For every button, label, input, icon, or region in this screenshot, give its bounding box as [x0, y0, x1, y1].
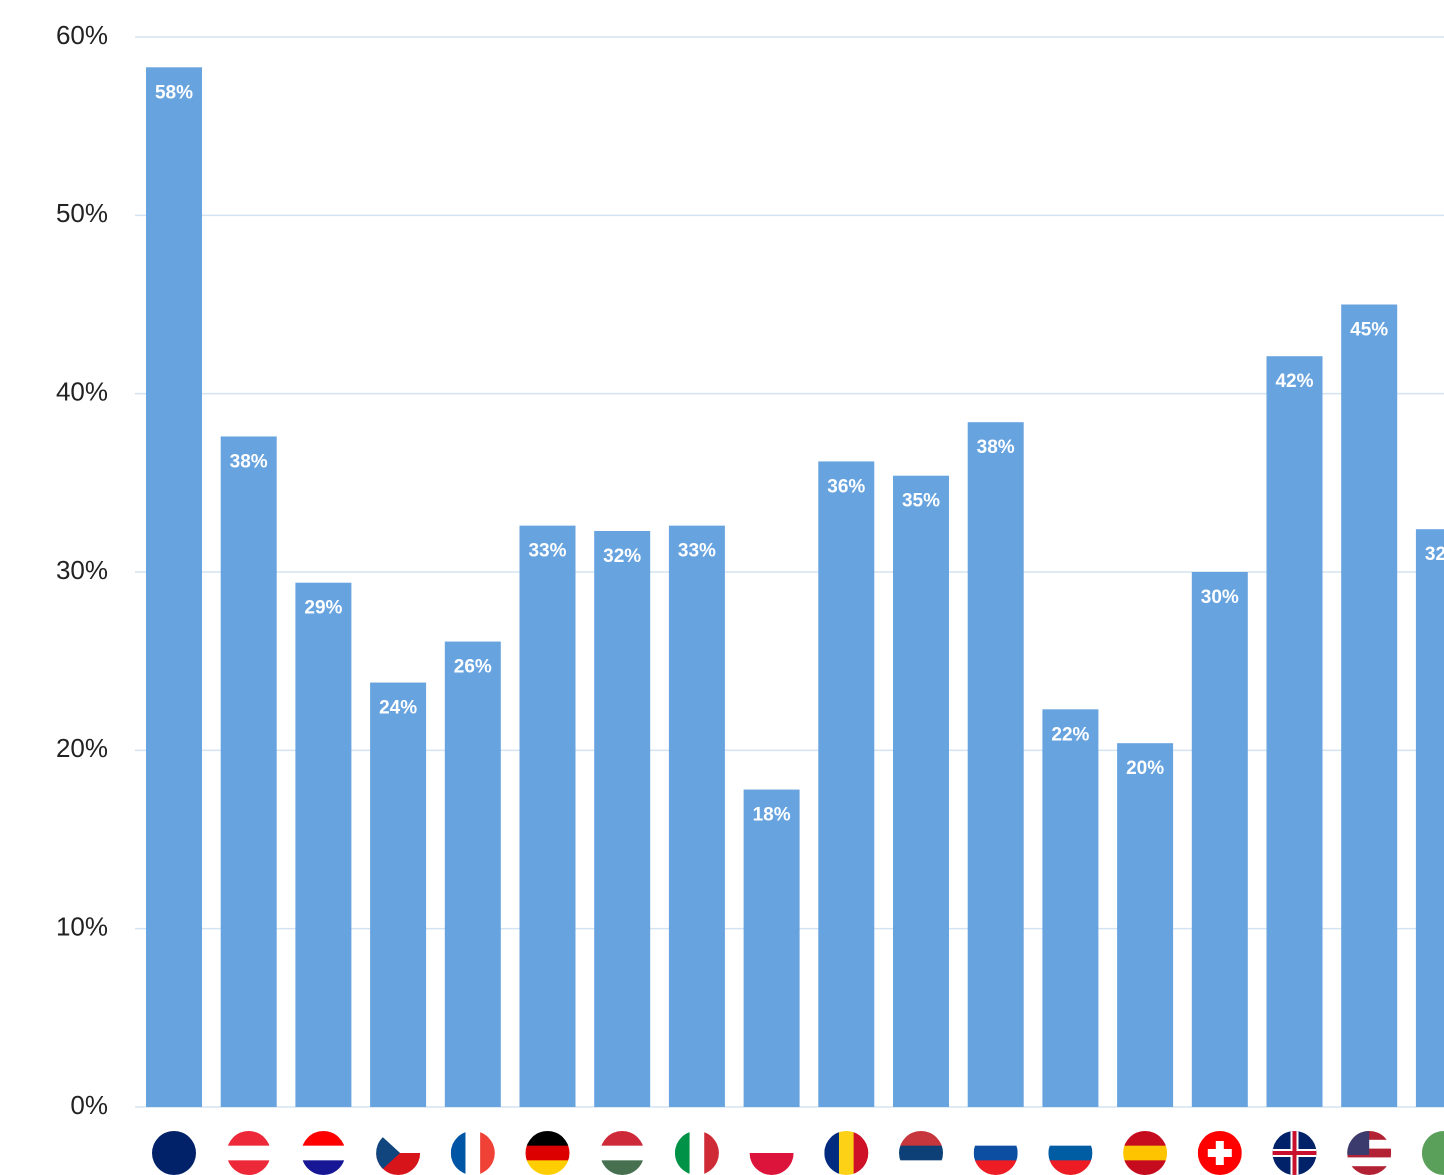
flag-icon	[450, 1131, 495, 1175]
bar	[444, 641, 501, 1107]
y-tick-label: 40%	[56, 377, 108, 407]
flag-icon	[376, 1131, 421, 1175]
value-label: 45%	[1350, 320, 1388, 341]
bar	[743, 789, 800, 1107]
value-label: 38%	[230, 451, 268, 472]
value-label: 32%	[1425, 544, 1444, 565]
flag-icon	[152, 1131, 196, 1175]
value-label: 20%	[1126, 758, 1164, 779]
value-label: 29%	[304, 598, 342, 619]
flag-icon	[301, 1131, 346, 1175]
value-label: 26%	[454, 657, 492, 678]
y-tick-label: 60%	[56, 20, 108, 50]
bar	[370, 682, 427, 1107]
bar	[220, 436, 277, 1107]
bar	[594, 530, 651, 1107]
y-tick-label: 50%	[56, 198, 108, 228]
value-label: 24%	[379, 698, 417, 719]
bar	[668, 525, 725, 1107]
flag-icon	[600, 1131, 645, 1175]
value-label: 33%	[528, 541, 566, 562]
bar	[519, 525, 576, 1107]
value-label: 32%	[603, 546, 641, 567]
bar	[818, 461, 875, 1107]
bar	[967, 422, 1024, 1107]
flag-icon	[1272, 1131, 1317, 1175]
flag-icon	[749, 1131, 794, 1175]
y-tick-label: 30%	[56, 555, 108, 585]
value-label: 22%	[1051, 724, 1089, 745]
flag-icon	[1048, 1131, 1093, 1175]
value-label: 33%	[678, 541, 716, 562]
flag-icon	[973, 1131, 1018, 1175]
bar	[893, 475, 949, 1107]
flag-icon	[674, 1131, 719, 1175]
value-label: 35%	[902, 491, 940, 512]
bar	[1042, 709, 1099, 1107]
bar	[1191, 572, 1248, 1107]
value-label: 36%	[827, 476, 865, 497]
flag-icon	[1197, 1131, 1242, 1175]
value-label: 38%	[977, 437, 1015, 458]
flag-icon	[1123, 1131, 1168, 1175]
bar	[1117, 743, 1174, 1107]
bar	[1341, 304, 1398, 1107]
y-tick-label: 20%	[56, 733, 108, 763]
y-tick-label: 10%	[56, 912, 108, 942]
bar	[146, 67, 202, 1108]
value-label: 58%	[155, 82, 193, 103]
y-tick-label: 0%	[70, 1090, 108, 1120]
flag-icon	[824, 1131, 869, 1175]
value-label: 30%	[1201, 587, 1239, 608]
flag-icon	[525, 1131, 570, 1175]
bar	[1266, 356, 1323, 1107]
flag-icon	[226, 1131, 271, 1175]
flag-icon	[1421, 1131, 1444, 1175]
bar	[1415, 529, 1444, 1107]
flag-icon	[899, 1131, 943, 1175]
flag-icon	[1347, 1131, 1392, 1175]
bar	[295, 582, 352, 1107]
value-label: 18%	[753, 805, 791, 826]
value-label: 42%	[1275, 371, 1313, 392]
